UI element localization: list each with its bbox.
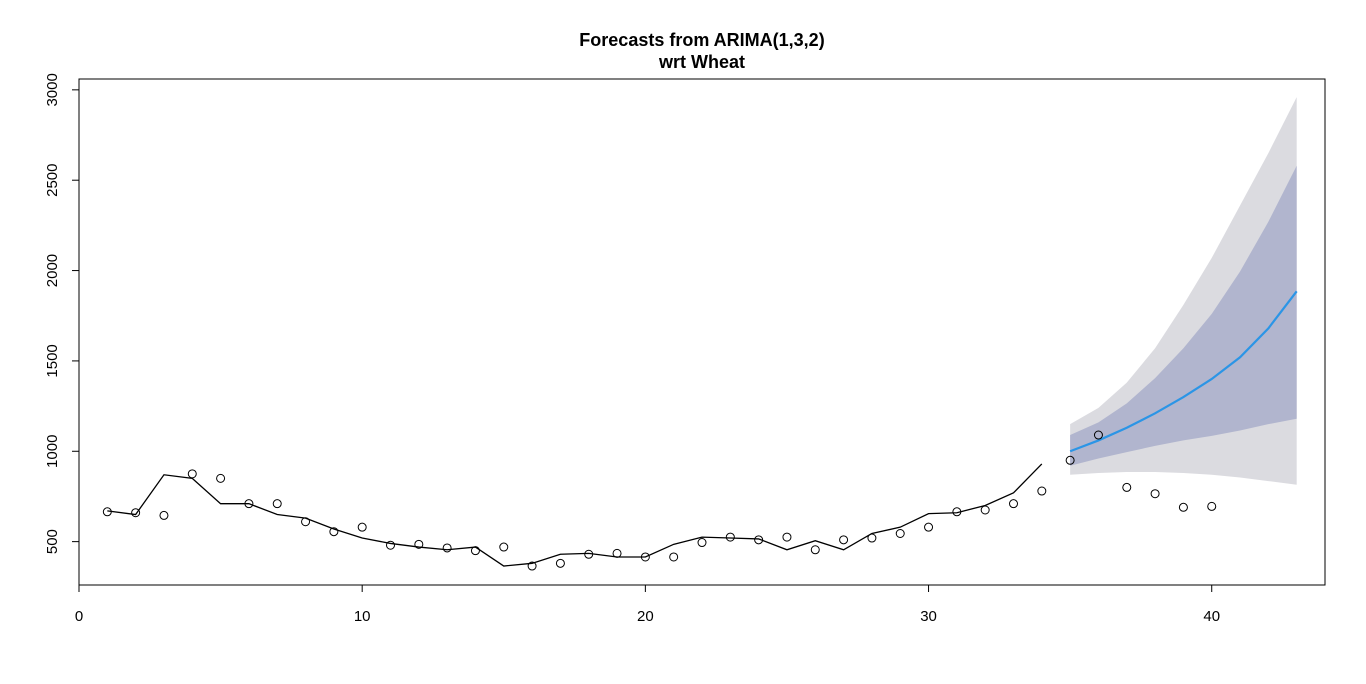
observed-point — [244, 499, 254, 509]
observed-point — [555, 558, 565, 568]
forecast-bands — [1070, 97, 1297, 485]
x-axis: 0 10 20 30 40 — [75, 584, 1220, 625]
y-tick-label: 2000 — [44, 254, 61, 287]
observed-point — [499, 542, 509, 552]
observed-point — [980, 505, 990, 515]
band-80 — [1070, 165, 1297, 466]
observed-point — [357, 522, 367, 532]
observed-point — [839, 535, 849, 545]
fitted-line — [107, 463, 1043, 567]
observed-point — [1150, 489, 1160, 499]
observed-point — [810, 545, 820, 555]
x-tick-label: 30 — [920, 608, 937, 625]
x-tick-label: 40 — [1203, 608, 1220, 625]
observed-point — [754, 535, 764, 545]
observed-point — [414, 539, 424, 549]
observed-point — [470, 546, 480, 556]
observed-point — [1178, 502, 1188, 512]
observed-point — [952, 507, 962, 517]
observed-point — [1037, 486, 1047, 496]
observed-point — [782, 532, 792, 542]
observed-point — [301, 517, 311, 527]
observed-point — [1009, 499, 1018, 509]
observed-point — [895, 528, 905, 538]
observed-point — [697, 538, 707, 548]
observed-point — [669, 552, 679, 562]
x-tick-label: 10 — [354, 608, 371, 625]
y-tick-label: 2500 — [44, 164, 61, 197]
observed-point — [527, 561, 537, 571]
y-tick-label: 3000 — [44, 73, 61, 106]
chart-title: Forecasts from ARIMA(1,3,2) — [579, 30, 824, 50]
observed-point — [867, 533, 877, 543]
observed-point — [640, 552, 650, 562]
observed-point — [102, 507, 112, 517]
x-tick-label: 20 — [637, 608, 654, 625]
observed-point — [924, 522, 934, 532]
y-axis: 500 1000 1500 2000 2500 3000 — [44, 73, 80, 554]
observed-point — [131, 508, 141, 518]
observed-points — [102, 430, 1217, 571]
observed-point — [1065, 455, 1075, 465]
observed-point — [725, 532, 735, 542]
observed-point — [386, 540, 395, 550]
forecast-mean-line — [1069, 290, 1298, 453]
observed-point — [442, 543, 452, 553]
plot-frame — [78, 78, 1326, 586]
observed-point — [1122, 482, 1132, 492]
observed-point — [1207, 501, 1217, 511]
observed-point — [216, 473, 226, 483]
y-tick-label: 1500 — [44, 344, 61, 377]
observed-point — [612, 548, 622, 558]
chart-subtitle: wrt Wheat — [658, 52, 745, 72]
series-lines — [107, 290, 1298, 567]
observed-point — [329, 527, 339, 537]
x-tick-label: 0 — [75, 608, 83, 625]
y-tick-label: 1000 — [44, 435, 61, 468]
observed-point — [1093, 430, 1103, 440]
observed-point — [272, 499, 282, 509]
observed-point — [584, 549, 594, 559]
y-tick-label: 500 — [44, 529, 61, 554]
observed-point — [187, 469, 197, 479]
observed-point — [159, 510, 169, 520]
